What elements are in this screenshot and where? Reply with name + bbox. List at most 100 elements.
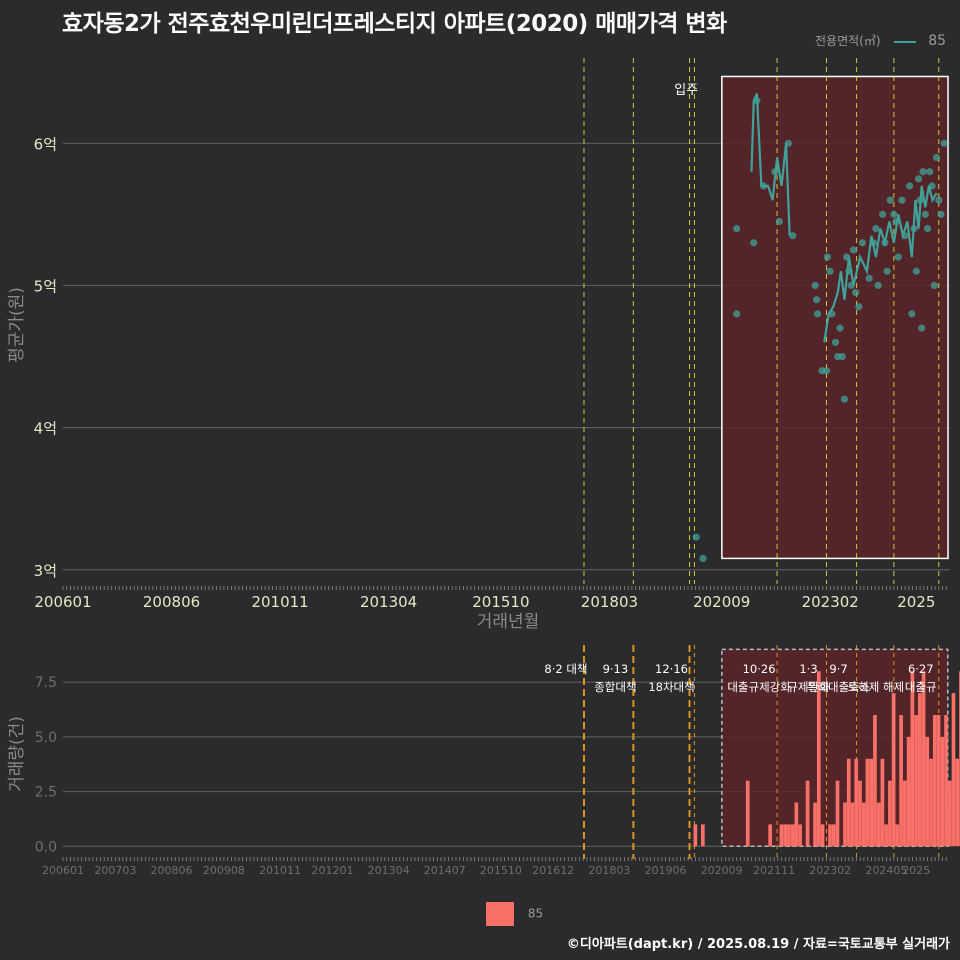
price-point <box>692 533 700 541</box>
price-point <box>937 210 945 218</box>
price-point <box>852 288 860 297</box>
price-point <box>912 267 920 275</box>
policy-annotation-name: 특례대출축소 <box>807 680 870 694</box>
price-y-tick-label: 6억 <box>34 135 57 153</box>
volume-bar <box>936 715 941 847</box>
price-point <box>932 153 941 162</box>
volume-bar <box>940 736 945 847</box>
volume-bar <box>701 824 705 847</box>
price-y-tick-label: 3억 <box>34 562 57 580</box>
volume-bar <box>805 780 810 847</box>
volume-bar <box>899 715 903 847</box>
volume-bar <box>783 824 787 847</box>
price-point <box>908 310 916 318</box>
price-highlight-region <box>721 75 949 560</box>
policy-annotation-name: 종합대책 <box>594 680 636 694</box>
price-point <box>890 210 898 218</box>
volume-x-tick-label: 201612 <box>532 864 574 877</box>
volume-y-tick-label: 2.5 <box>35 785 57 801</box>
price-x-tick-label: 201803 <box>581 593 638 611</box>
volume-x-tick-label: 201803 <box>588 864 630 877</box>
policy-annotation-date: 6·27 <box>908 662 934 676</box>
policy-annotation-name: 대출규제강화 <box>727 680 791 694</box>
volume-bar <box>955 758 960 847</box>
price-point <box>883 267 891 275</box>
price-point <box>811 281 819 290</box>
area-legend-label: 전용면적(㎡) <box>815 34 881 48</box>
policy-annotation-name: 규제완화 <box>787 680 830 694</box>
volume-bar <box>880 758 885 847</box>
price-point <box>865 274 873 282</box>
price-point <box>855 303 863 311</box>
price-point <box>921 210 929 218</box>
price-x-tick-label: 201304 <box>360 593 417 611</box>
volume-bar <box>816 671 821 847</box>
bar-swatch-icon <box>486 902 514 926</box>
volume-bar <box>813 802 817 847</box>
volume-bar <box>858 780 862 847</box>
volume-bar <box>869 758 874 847</box>
price-point <box>849 246 858 254</box>
volume-bar <box>951 693 956 847</box>
price-point <box>775 217 783 226</box>
volume-legend-value: 85 <box>527 906 544 921</box>
volume-bar <box>831 824 836 847</box>
volume-bar <box>932 715 937 847</box>
price-point <box>838 352 846 361</box>
area-legend: 전용면적(㎡) 85 <box>815 32 946 49</box>
price-point <box>699 554 707 563</box>
volume-x-tick-label: 201201 <box>311 864 353 877</box>
price-point <box>894 253 902 261</box>
price-x-tick-label: 201510 <box>472 593 529 611</box>
volume-bar <box>854 758 859 847</box>
volume-x-tick-label: 202009 <box>701 864 743 877</box>
policy-annotation-date: 9·7 <box>829 662 847 676</box>
price-point <box>858 239 867 247</box>
price-point <box>898 196 906 204</box>
volume-bar <box>787 824 791 847</box>
volume-bar <box>914 715 918 847</box>
price-point <box>831 338 840 346</box>
source-credit: ©디아파트(dapt.kr) / 2025.08.19 / 자료=국토교통부 실… <box>566 937 950 952</box>
volume-bar <box>843 802 847 847</box>
volume-bar <box>917 693 922 847</box>
price-point <box>789 232 797 240</box>
volume-bar <box>768 824 773 847</box>
price-point <box>923 224 932 233</box>
volume-x-tick-label: 2025 <box>902 864 930 877</box>
price-y-tick-label: 4억 <box>34 420 57 438</box>
volume-bar <box>929 758 933 847</box>
price-point <box>935 196 943 204</box>
volume-bar <box>861 802 866 847</box>
price-series-line <box>823 185 938 343</box>
price-point <box>813 296 821 304</box>
volume-x-tick-label: 201011 <box>259 864 301 877</box>
volume-y-tick-label: 0.0 <box>35 839 57 855</box>
volume-x-tick-label: 200908 <box>203 864 245 877</box>
price-x-tick-label: 201011 <box>251 593 308 611</box>
price-point <box>874 281 882 290</box>
volume-x-tick-label: 201407 <box>424 864 466 877</box>
volume-bar <box>925 736 930 847</box>
price-x-tick-label: 2025 <box>897 593 935 611</box>
price-point <box>886 196 894 204</box>
price-point <box>919 168 927 176</box>
volume-bar <box>820 824 825 847</box>
price-point <box>905 182 914 190</box>
price-y-tick-label: 5억 <box>34 277 57 295</box>
price-x-axis-title: 거래년월 <box>477 612 540 632</box>
volume-bar <box>850 802 855 847</box>
price-x-tick-label: 200601 <box>34 593 91 611</box>
price-point <box>750 239 758 247</box>
volume-x-tick-label: 201510 <box>480 864 522 877</box>
volume-bar <box>798 824 802 847</box>
volume-bar <box>693 824 698 847</box>
policy-annotation-date: 8·2 대책 <box>544 662 587 676</box>
volume-bar <box>745 780 750 847</box>
volume-bar <box>779 824 784 847</box>
price-point <box>840 395 849 403</box>
volume-y-axis-title: 거래량(건) <box>7 716 27 792</box>
volume-legend: 85 <box>486 902 543 926</box>
price-point <box>926 168 934 176</box>
volume-x-tick-label: 201906 <box>645 864 687 877</box>
